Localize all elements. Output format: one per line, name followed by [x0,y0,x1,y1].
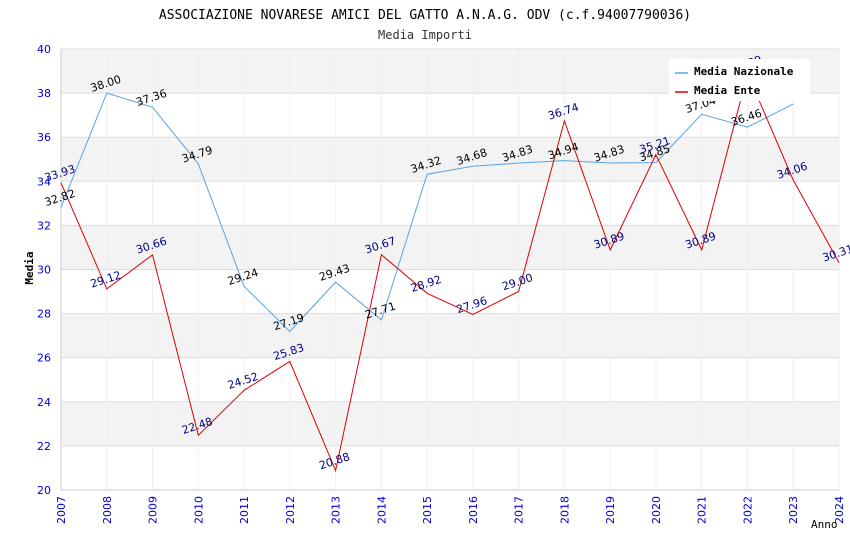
series-lines [60,71,840,473]
series-line-media-nazionale [60,92,794,333]
x-tick-label: 2016 [467,496,480,524]
x-tick-label: 2015 [421,496,434,524]
y-tick-label: 40 [37,43,51,56]
x-tick-label: 2024 [833,496,846,524]
x-tick-label: 2023 [787,496,800,524]
x-tick-labels: 2007 2008 2009 2010 2011 2012 2013 2014 2015 2016… [55,496,846,524]
y-tick-label: 32 [37,219,51,232]
y-tick-label: 36 [37,131,51,144]
x-tick-label: 2007 [55,496,68,524]
legend-label-media-nazionale: Media Nazionale [694,65,794,78]
y-tick-label: 22 [37,440,51,453]
y-tick-label: 30 [37,264,51,277]
y-tick-labels: 20 22 24 26 28 30 32 34 36 38 40 [37,43,51,497]
axes [60,49,839,491]
x-tick-label: 2022 [741,496,754,524]
x-tick-label: 2021 [696,496,709,524]
x-tick-label: 2010 [192,496,205,524]
legend-box [669,59,810,101]
legend: Media Nazionale Media Ente [669,59,810,101]
grid-band [61,137,839,182]
x-tick-label: 2012 [284,496,297,524]
x-tick-label: 2014 [375,496,388,524]
y-tick-label: 26 [37,352,51,365]
series-line-media-ente [60,71,840,473]
y-axis-label: Media [23,251,36,284]
legend-label-media-ente: Media Ente [694,84,761,97]
x-tick-label: 2018 [558,496,571,524]
chart-title: ASSOCIAZIONE NOVARESE AMICI DEL GATTO A.… [159,8,691,23]
y-tick-label: 24 [37,396,51,409]
chart-subtitle: Media Importi [378,28,472,42]
grid-band [61,401,839,446]
y-tick-label: 38 [37,87,51,100]
y-tick-label: 34 [37,175,51,188]
x-tick-label: 2013 [330,496,343,524]
grid-band [61,225,839,270]
y-tick-label: 20 [37,484,51,497]
y-tick-label: 28 [37,308,51,321]
grid-band [61,313,839,358]
x-tick-label: 2017 [513,496,526,524]
x-tick-label: 2009 [147,496,160,524]
grid-lines [60,48,840,491]
x-tick-label: 2020 [650,496,663,524]
x-tick-label: 2011 [238,496,251,524]
x-axis-label: Anno [811,518,838,531]
x-tick-label: 2019 [604,496,617,524]
x-tick-label: 2008 [101,496,114,524]
